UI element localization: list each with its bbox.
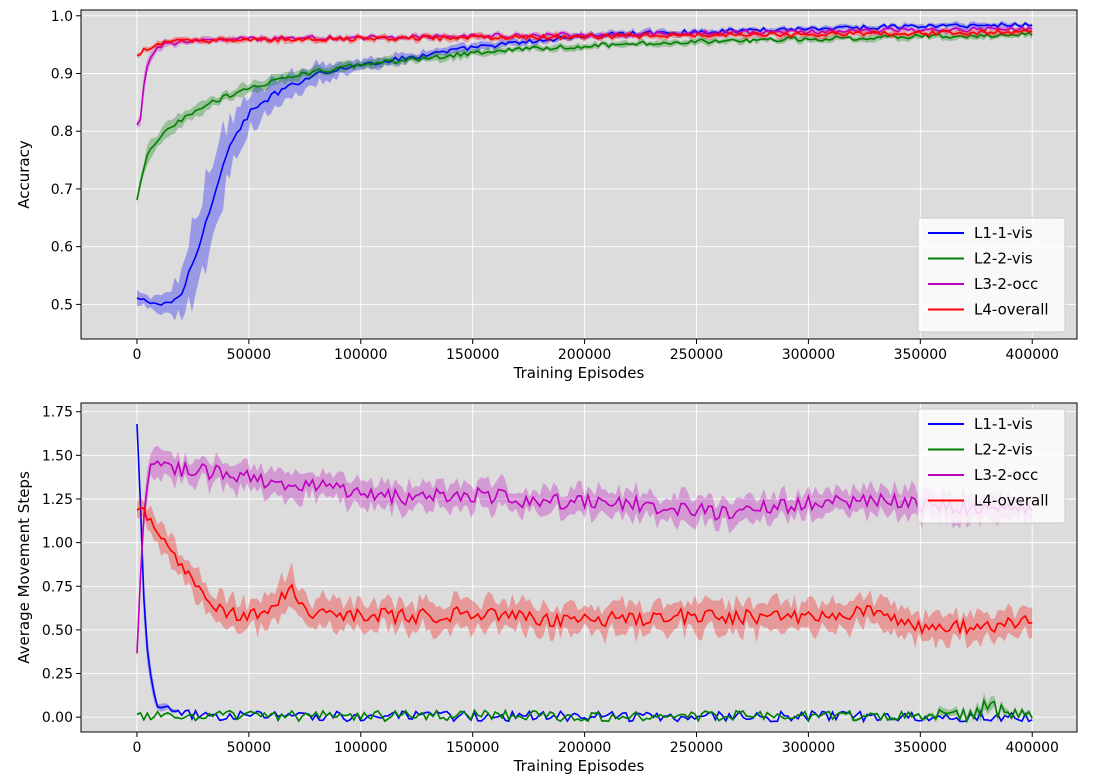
legend-label-l4-overall: L4-overall: [974, 492, 1049, 510]
y-tick-label: 1.00: [42, 536, 73, 552]
legend: L1-1-vis L2-2-vis L3-2-occ L4-overall: [917, 217, 1066, 333]
x-tick-label: 200000: [558, 740, 611, 756]
legend-label-l1-1-vis: L1-1-vis: [974, 415, 1033, 433]
legend-box: [917, 217, 1066, 333]
x-tick-label: 400000: [1006, 740, 1059, 756]
axes-frame: [80, 402, 1078, 733]
x-tick-label: 100000: [334, 347, 387, 363]
series-band-l4-overall: [137, 496, 1033, 650]
x-axis-label: Training Episodes: [513, 757, 645, 775]
y-tick-label: 1.75: [42, 405, 73, 421]
x-tick-label: 350000: [894, 740, 947, 756]
x-tick-label: 200000: [558, 347, 611, 363]
y-tick-label: 1.25: [42, 492, 73, 508]
legend: L1-1-vis L2-2-vis L3-2-occ L4-overall: [917, 408, 1066, 524]
x-tick-label: 150000: [446, 347, 499, 363]
series-line-l4-overall: [136, 507, 1033, 636]
accuracy-chart: 0 50000 100000 150000 200000 250000 300000 3500…: [15, 9, 1078, 382]
x-tick-label: 250000: [670, 347, 723, 363]
x-tick-label: 100000: [334, 740, 387, 756]
movement-steps-chart: 0 50000 100000 150000 200000 250000 300000 3500…: [15, 402, 1078, 775]
y-tick-label: 0.8: [51, 124, 73, 140]
y-tick-label: 1.50: [42, 448, 73, 464]
y-tick-label: 0.6: [51, 240, 73, 256]
y-axis-label: Accuracy: [15, 140, 33, 209]
legend-label-l3-2-occ: L3-2-occ: [974, 466, 1038, 484]
legend-label-l2-2-vis: L2-2-vis: [974, 441, 1033, 459]
x-tick-label: 0: [132, 740, 141, 756]
plot-area: [81, 10, 1077, 339]
series-line-l3-2-occ: [136, 460, 1033, 654]
y-tick-label: 0.75: [42, 579, 73, 595]
x-tick-label: 400000: [1006, 347, 1059, 363]
series-line-l2-2-vis: [136, 698, 1033, 724]
plot-area: [81, 403, 1077, 732]
x-tick-label: 50000: [227, 347, 272, 363]
legend-label-l1-1-vis: L1-1-vis: [974, 224, 1033, 242]
x-tick-label: 150000: [446, 740, 499, 756]
x-axis-label: Training Episodes: [513, 364, 645, 382]
y-tick-label: 0.9: [51, 66, 73, 82]
y-tick-label: 1.0: [51, 9, 73, 25]
y-axis-label: Average Movement Steps: [15, 471, 33, 664]
y-tick-label: 0.25: [42, 667, 73, 683]
series-line-l3-2-occ: [136, 26, 1033, 126]
y-tick-label: 0.7: [51, 182, 73, 198]
legend-box: [917, 408, 1066, 524]
y-tick-label: 0.5: [51, 297, 73, 313]
x-tick-label: 50000: [227, 740, 272, 756]
y-tick-label: 0.50: [42, 623, 73, 639]
y-tick-label: 0.00: [42, 710, 73, 726]
legend-label-l2-2-vis: L2-2-vis: [974, 250, 1033, 268]
x-tick-label: 250000: [670, 740, 723, 756]
x-tick-label: 0: [132, 347, 141, 363]
legend-label-l4-overall: L4-overall: [974, 301, 1049, 319]
axes-frame: [80, 9, 1078, 340]
series-line-l2-2-vis: [136, 31, 1033, 201]
x-tick-label: 350000: [894, 347, 947, 363]
x-tick-label: 300000: [782, 347, 835, 363]
series-line-l4-overall: [136, 28, 1033, 57]
x-tick-label: 300000: [782, 740, 835, 756]
legend-label-l3-2-occ: L3-2-occ: [974, 275, 1038, 293]
